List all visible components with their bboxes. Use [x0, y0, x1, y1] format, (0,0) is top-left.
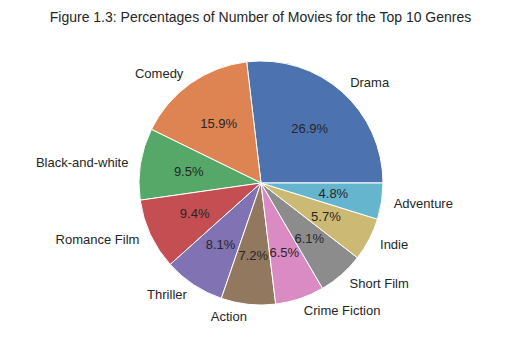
category-label: Indie — [380, 237, 408, 252]
data-label: 4.8% — [319, 186, 349, 201]
data-label: 15.9% — [200, 116, 237, 131]
category-label: Adventure — [394, 196, 453, 211]
data-label: 26.9% — [291, 121, 328, 136]
data-label: 6.5% — [270, 245, 300, 260]
chart-svg: Figure 1.3: Percentages of Number of Mov… — [0, 0, 521, 348]
category-label: Thriller — [147, 287, 187, 302]
pie-labels: Drama 26.9% Comedy 15.9% Black-and-white 9.5%… — [36, 66, 453, 324]
category-label: Action — [211, 309, 247, 324]
data-label: 5.7% — [311, 209, 341, 224]
data-label: 6.1% — [294, 231, 324, 246]
category-label: Black-and-white — [36, 155, 129, 170]
category-label: Drama — [350, 75, 390, 90]
category-label: Short Film — [350, 276, 409, 291]
data-label: 8.1% — [206, 237, 236, 252]
data-label: 7.2% — [238, 248, 268, 263]
category-label: Crime Fiction — [304, 303, 381, 318]
category-label: Comedy — [135, 66, 184, 81]
category-label: Romance Film — [56, 232, 140, 247]
chart-container: Figure 1.3: Percentages of Number of Mov… — [0, 0, 521, 348]
chart-title: Figure 1.3: Percentages of Number of Mov… — [50, 9, 472, 25]
data-label: 9.5% — [174, 164, 204, 179]
pie-wedges — [139, 61, 383, 305]
data-label: 9.4% — [180, 206, 210, 221]
